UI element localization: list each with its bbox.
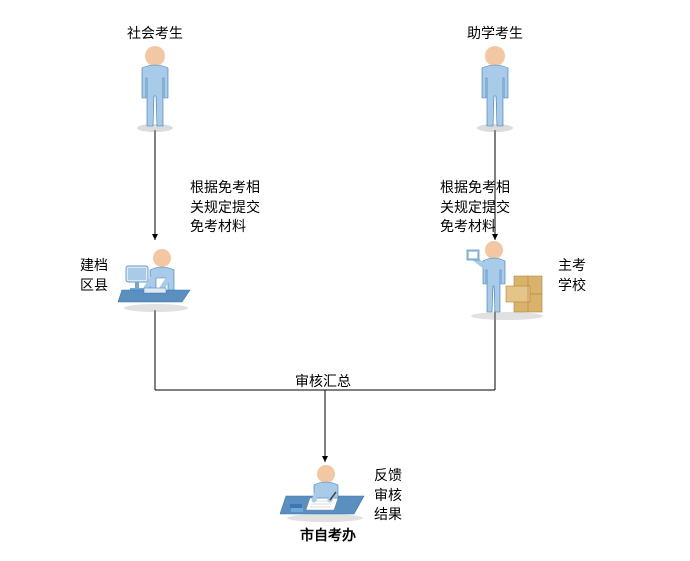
main-school-icon xyxy=(462,236,552,321)
label-merge: 审核汇总 xyxy=(295,372,351,392)
district-office-icon xyxy=(118,242,198,312)
city-office-icon xyxy=(280,462,370,522)
person-social-icon xyxy=(130,42,180,132)
label-school: 主考 学校 xyxy=(558,256,586,295)
label-district: 建档 区县 xyxy=(80,256,108,295)
label-assisted: 助学考生 xyxy=(465,24,525,44)
label-feedback: 反馈 审核 结果 xyxy=(374,466,402,525)
person-assisted-icon xyxy=(470,42,520,132)
label-left-drop: 根据免考相 关规定提交 免考材料 xyxy=(190,178,260,237)
label-social: 社会考生 xyxy=(125,24,185,44)
label-city-office: 市自考办 xyxy=(298,526,358,546)
label-right-drop: 根据免考相 关规定提交 免考材料 xyxy=(440,178,510,237)
